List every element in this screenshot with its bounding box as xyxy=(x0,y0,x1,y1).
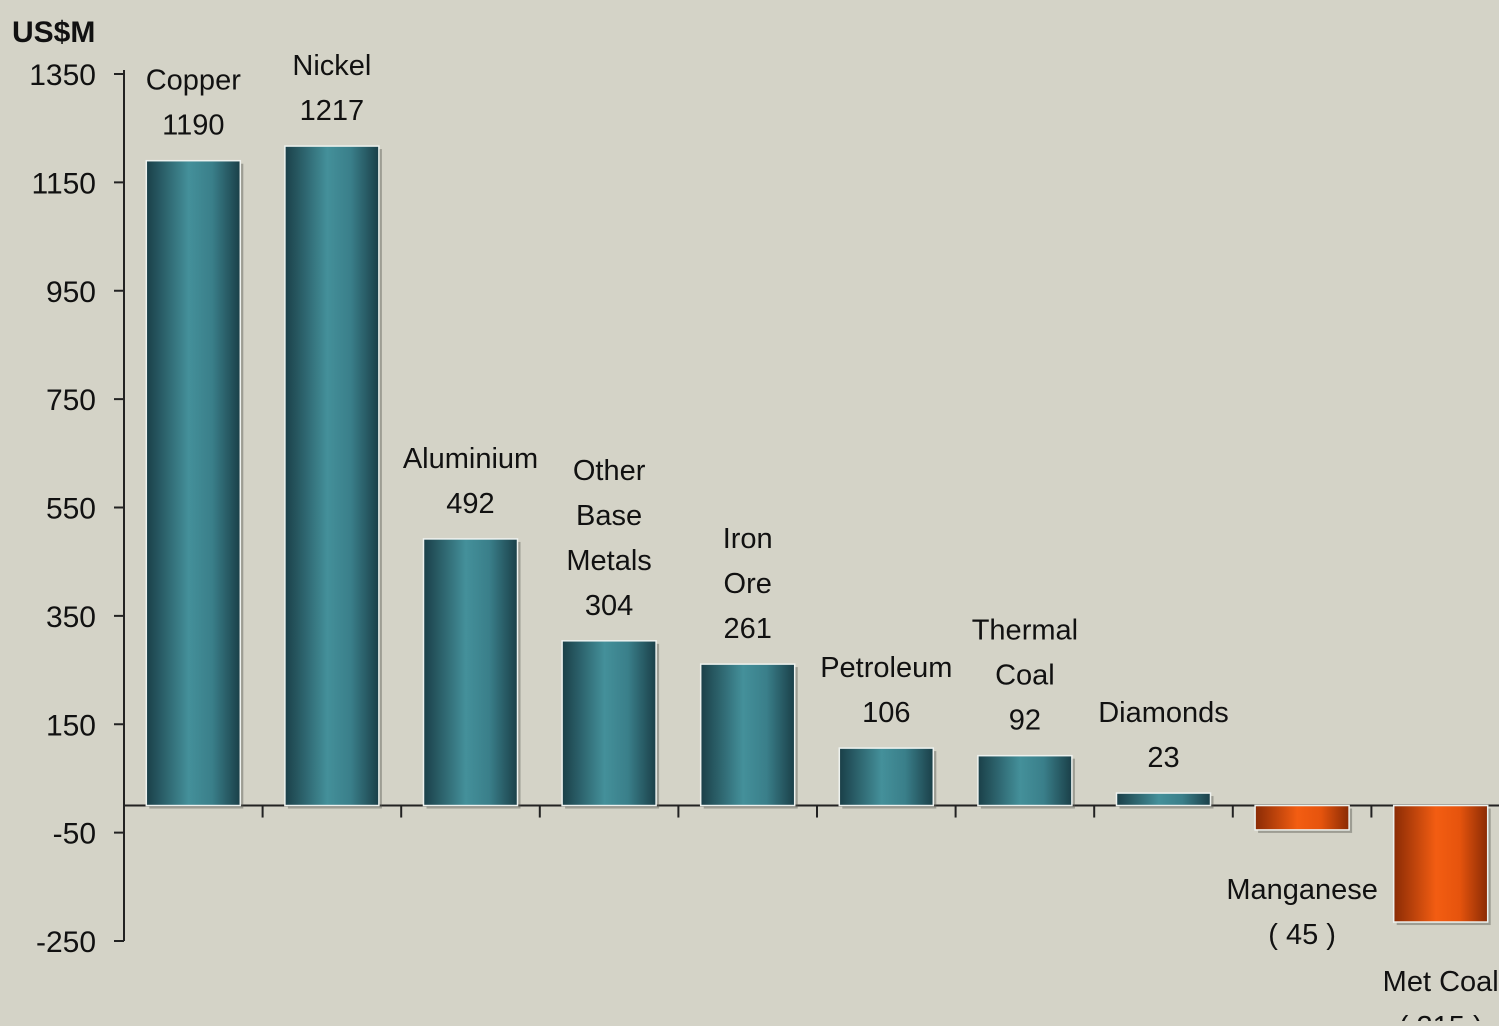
bar xyxy=(699,663,796,807)
y-axis-unit-label: US$M xyxy=(12,16,95,49)
bar-value-label: 304 xyxy=(585,590,633,622)
bar-value-label: ( 215 ) xyxy=(1399,1011,1483,1021)
bar xyxy=(1392,804,1489,923)
category-label: Met Coal xyxy=(1383,966,1499,998)
y-tick-label: 1350 xyxy=(29,59,96,92)
category-label: Base xyxy=(576,500,642,532)
bar-value-label: 492 xyxy=(446,488,494,520)
bar xyxy=(838,747,935,807)
category-label: Nickel xyxy=(292,50,371,82)
y-tick-label: -250 xyxy=(36,926,96,959)
y-tick-label: 1150 xyxy=(31,167,96,200)
category-label: Petroleum xyxy=(820,652,952,684)
category-label: Aluminium xyxy=(403,443,538,475)
category-label: Coal xyxy=(995,660,1055,692)
category-label: Ore xyxy=(724,568,772,600)
bar xyxy=(422,538,519,807)
y-tick-label: 750 xyxy=(46,384,96,417)
bar xyxy=(561,640,657,807)
category-label: Iron xyxy=(723,523,773,555)
bar-value-label: 261 xyxy=(724,613,772,645)
category-label: Manganese xyxy=(1226,874,1378,906)
y-tick-label: 350 xyxy=(46,601,96,634)
category-label: Thermal xyxy=(972,615,1078,647)
bar xyxy=(1254,804,1350,831)
bar xyxy=(284,145,380,807)
category-label: Metals xyxy=(566,545,651,577)
y-tick-label: 150 xyxy=(46,709,96,742)
bar-value-label: 106 xyxy=(862,697,910,729)
bar-value-label: 23 xyxy=(1147,742,1179,774)
bar-value-label: 1190 xyxy=(162,110,224,142)
category-label: Other xyxy=(573,455,646,487)
y-tick-label: 550 xyxy=(46,493,96,526)
category-label: Diamonds xyxy=(1098,697,1229,729)
category-label: Copper xyxy=(146,65,241,97)
bar-value-label: ( 45 ) xyxy=(1268,919,1336,951)
bar-value-label: 1217 xyxy=(300,95,365,127)
bar xyxy=(1115,792,1212,807)
y-tick-label: -50 xyxy=(53,818,96,851)
y-tick-label: 950 xyxy=(46,276,96,309)
bar-value-label: 92 xyxy=(1009,705,1041,737)
bar xyxy=(977,754,1073,807)
bar xyxy=(145,159,242,807)
